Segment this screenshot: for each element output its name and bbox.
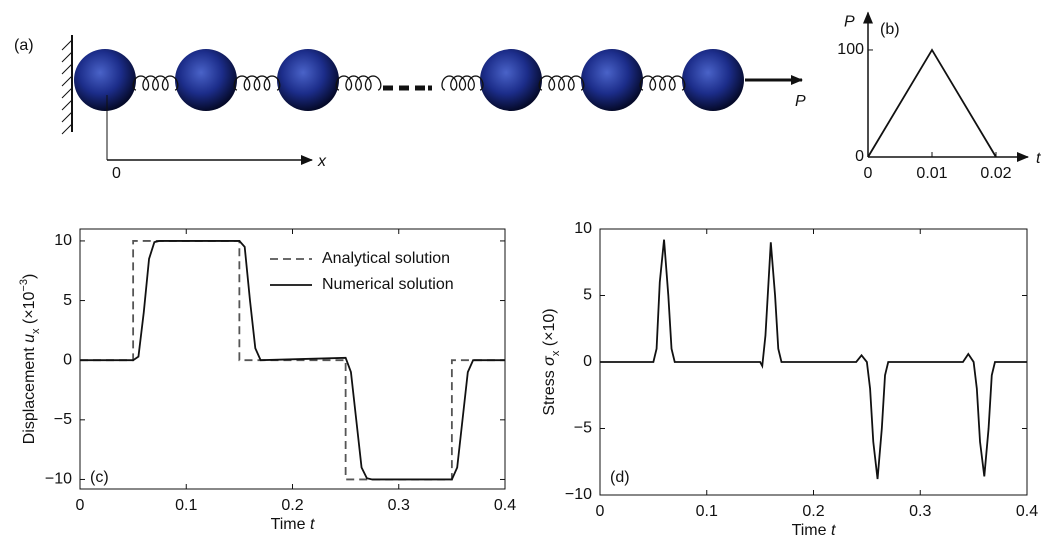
- axis-label-part: t: [1036, 150, 1041, 167]
- x-tick-label: 0.2: [802, 503, 824, 520]
- origin-label: 0: [112, 165, 121, 182]
- panel-label: (b): [880, 21, 900, 38]
- chain-diagram: (a) P 0 x: [14, 35, 806, 182]
- data-line: [80, 240, 505, 481]
- x-tick-label: 0: [596, 503, 605, 520]
- spring: [639, 75, 686, 91]
- y-tick-label: 5: [63, 292, 72, 309]
- x-tick-label: 0.3: [909, 503, 931, 520]
- axis-label-part: x: [30, 328, 42, 334]
- x-tick-label: 0.2: [281, 497, 303, 514]
- axis-label-part: Displacement: [21, 343, 38, 444]
- axis-label-part: Time: [792, 522, 831, 537]
- panel-label: (a): [14, 37, 34, 54]
- y-tick-label: 0: [583, 353, 592, 370]
- axis-label: x: [317, 153, 327, 170]
- x-tick-label: 0.1: [696, 503, 718, 520]
- axis-label: Stress σx (×10): [541, 308, 562, 415]
- axis-label-part: Time: [271, 516, 310, 533]
- axis-label-part: P: [844, 14, 855, 31]
- force-label: P: [795, 93, 806, 110]
- y-tick-label: −10: [565, 486, 592, 503]
- mass: [74, 49, 136, 111]
- axis-label: Time t: [271, 516, 315, 533]
- axis-label-part: u: [21, 334, 38, 343]
- axis-label-part: t: [831, 522, 836, 537]
- y-tick-label: −5: [574, 420, 592, 437]
- y-tick-label: 100: [837, 41, 864, 58]
- axis-label-part: Stress: [541, 366, 558, 416]
- mass: [682, 49, 744, 111]
- axis-label-part: (×10: [21, 291, 38, 328]
- axis-label: P: [844, 14, 855, 31]
- legend-label: Numerical solution: [322, 276, 454, 293]
- data-line: [867, 48, 997, 158]
- x-tick-label: 0.4: [494, 497, 516, 514]
- spring: [538, 75, 585, 91]
- axis-label-part: ): [21, 274, 38, 279]
- axis-label-part: −3: [18, 279, 30, 292]
- axis-label-part: x: [550, 350, 562, 356]
- axis-label: Displacement ux (×10−3): [18, 274, 42, 445]
- x-tick-label: 0.4: [1016, 503, 1038, 520]
- axis-label: Time t: [792, 522, 836, 537]
- axis-label-part: (×10): [541, 308, 558, 350]
- y-tick-label: 0: [63, 351, 72, 368]
- spring: [335, 75, 382, 91]
- data-line: [600, 239, 1027, 480]
- legend-label: Analytical solution: [322, 250, 450, 267]
- x-tick-label: 0.3: [388, 497, 410, 514]
- panel-label: (d): [610, 469, 630, 486]
- spring: [233, 75, 281, 91]
- mass: [277, 49, 339, 111]
- axis-label: t: [1036, 150, 1041, 167]
- x-tick-label: 0.1: [175, 497, 197, 514]
- y-tick-label: 5: [583, 287, 592, 304]
- y-tick-label: 10: [574, 220, 592, 237]
- y-tick-label: −10: [45, 471, 72, 488]
- x-tick-label: 0.01: [916, 165, 947, 182]
- y-tick-label: 0: [855, 148, 864, 165]
- spring: [441, 75, 484, 91]
- mass: [175, 49, 237, 111]
- y-tick-label: −5: [54, 411, 72, 428]
- panel-label: (c): [90, 469, 109, 486]
- spring: [132, 75, 179, 91]
- mass: [581, 49, 643, 111]
- x-tick-label: 0: [76, 497, 85, 514]
- x-tick-label: 0.02: [980, 165, 1011, 182]
- axis-label-part: σ: [541, 355, 558, 366]
- wall-hatch: [61, 39, 73, 135]
- x-tick-label: 0: [864, 165, 873, 182]
- y-tick-label: 10: [54, 232, 72, 249]
- axis-label-part: t: [310, 516, 315, 533]
- mass: [480, 49, 542, 111]
